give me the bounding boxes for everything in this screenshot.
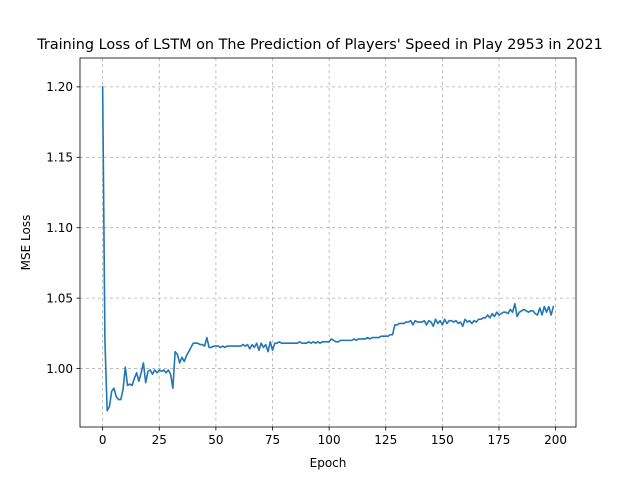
x-tick-label: 150 [431, 433, 454, 447]
series-layer [101, 86, 555, 412]
y-tick-label: 1.15 [46, 151, 73, 165]
y-axis-label: MSE Loss [19, 215, 33, 271]
x-tick-label: 100 [318, 433, 341, 447]
y-tick-label: 1.05 [46, 291, 73, 305]
grid-layer [80, 58, 576, 427]
x-tick-label: 0 [99, 433, 107, 447]
plot-frame [79, 57, 577, 428]
x-tick-label: 50 [208, 433, 223, 447]
x-tick-label: 25 [152, 433, 167, 447]
chart-title: Training Loss of LSTM on The Prediction … [36, 37, 603, 53]
x-tick-label: 75 [265, 433, 280, 447]
loss-series-line [101, 86, 555, 412]
x-tick-label: 175 [488, 433, 511, 447]
x-tick-label: 125 [374, 433, 397, 447]
y-tick-label: 1.10 [46, 221, 73, 235]
tick-layer: 0 25 50 75 100 125 150 175 200 1.00 1.05 1.10 1.15 1.… [46, 80, 567, 447]
y-tick-label: 1.00 [46, 362, 73, 376]
x-axis-label: Epoch [310, 456, 347, 470]
x-tick-label: 200 [544, 433, 567, 447]
y-tick-label: 1.20 [46, 80, 73, 94]
